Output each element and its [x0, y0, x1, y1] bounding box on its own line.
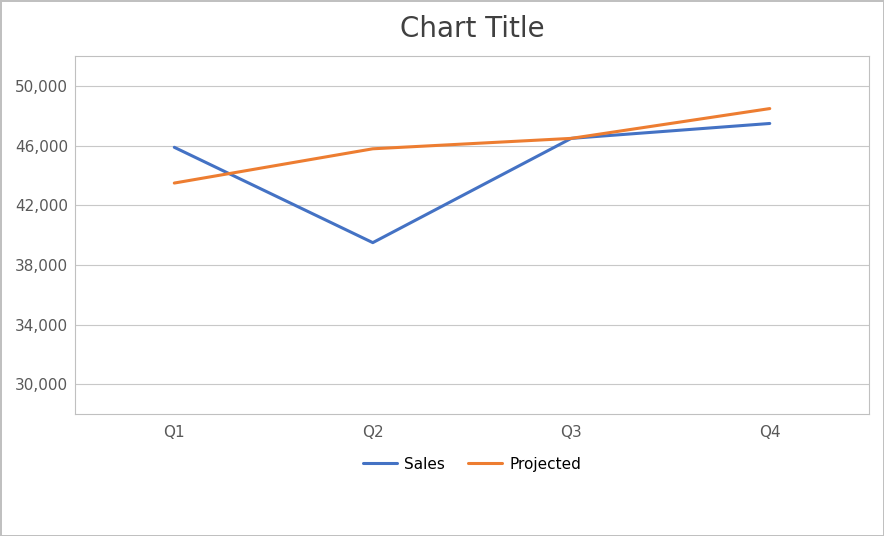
Projected	[566, 135, 576, 142]
Sales	[566, 135, 576, 142]
Sales	[169, 144, 179, 151]
Line: Sales: Sales	[174, 123, 770, 243]
Title: Chart Title: Chart Title	[400, 15, 545, 43]
Projected	[169, 180, 179, 187]
Legend: Sales, Projected: Sales, Projected	[357, 451, 587, 478]
Line: Projected: Projected	[174, 109, 770, 183]
Projected	[368, 146, 378, 152]
Sales	[368, 240, 378, 246]
Projected	[765, 106, 775, 112]
Sales	[765, 120, 775, 126]
